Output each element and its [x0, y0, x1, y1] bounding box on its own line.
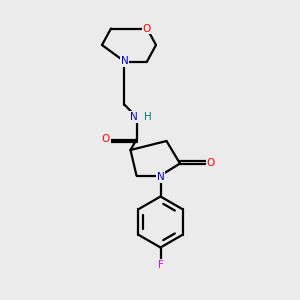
Text: N: N: [121, 56, 128, 67]
Text: N: N: [157, 172, 164, 182]
Text: F: F: [158, 260, 164, 270]
Text: O: O: [143, 23, 151, 34]
Text: O: O: [207, 158, 215, 169]
Text: H: H: [144, 112, 152, 122]
Text: O: O: [101, 134, 110, 145]
Text: N: N: [130, 112, 138, 122]
